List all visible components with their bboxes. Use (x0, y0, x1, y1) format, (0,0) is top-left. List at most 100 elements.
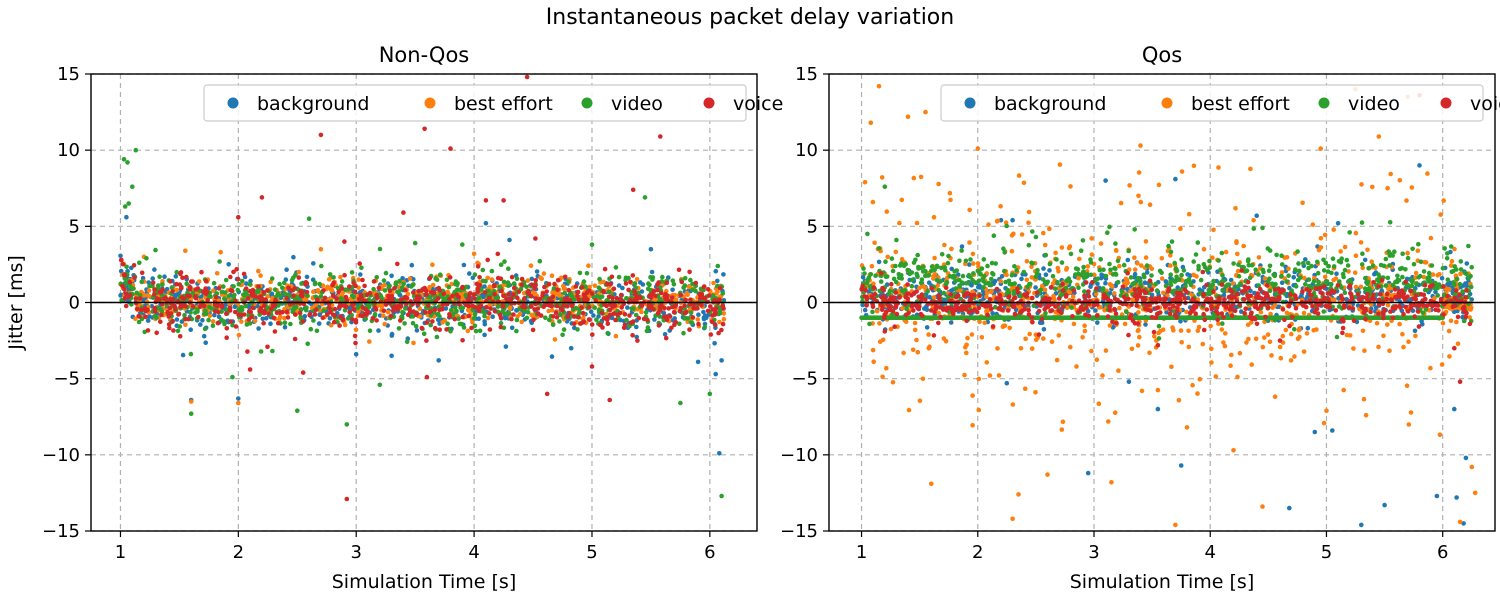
data-point (1191, 259, 1196, 264)
data-point (460, 314, 466, 320)
data-point (1385, 322, 1390, 327)
data-point (596, 314, 601, 319)
data-point (672, 322, 677, 328)
data-point (610, 295, 615, 301)
data-point (1251, 226, 1257, 231)
data-point (118, 292, 124, 298)
data-point (472, 323, 478, 329)
data-point (707, 391, 713, 397)
data-point (566, 279, 571, 284)
data-point (261, 303, 267, 309)
data-point (601, 289, 607, 295)
data-point (1178, 463, 1184, 468)
data-point (1113, 247, 1119, 253)
data-point (188, 399, 194, 404)
data-point (721, 316, 727, 322)
data-point (198, 322, 203, 327)
data-point (1023, 336, 1028, 342)
data-point (682, 316, 687, 321)
data-point (430, 262, 435, 268)
data-point (1260, 504, 1265, 509)
data-point (870, 347, 876, 353)
data-point (1047, 261, 1053, 267)
data-point (938, 278, 943, 284)
data-point (1446, 328, 1452, 334)
data-point (1018, 346, 1024, 351)
data-point (1321, 420, 1327, 426)
data-point (1406, 339, 1411, 345)
data-point (1454, 319, 1459, 325)
data-point (344, 422, 350, 427)
data-point (528, 263, 534, 269)
data-point (265, 344, 270, 350)
data-point (249, 314, 254, 320)
data-point (437, 327, 443, 333)
data-point (572, 314, 577, 319)
data-point (270, 348, 275, 354)
data-point (421, 331, 427, 337)
data-point (1055, 280, 1060, 285)
data-point (150, 276, 155, 281)
data-point (207, 304, 212, 310)
data-point (1223, 249, 1229, 255)
data-point (1068, 184, 1073, 189)
data-point (250, 305, 256, 311)
data-point (1124, 309, 1129, 315)
x-tick-label: 6 (704, 542, 715, 563)
data-point (1286, 266, 1291, 272)
data-point (261, 290, 267, 295)
data-point (899, 276, 904, 281)
data-point (401, 281, 407, 287)
data-point (443, 306, 449, 311)
data-point (1318, 235, 1324, 241)
data-point (322, 295, 328, 301)
data-point (328, 309, 333, 315)
data-point (247, 367, 253, 372)
data-point (277, 316, 282, 322)
data-point (152, 287, 158, 292)
data-point (993, 261, 998, 266)
data-point (477, 275, 482, 280)
data-point (295, 408, 300, 414)
data-point (514, 276, 520, 282)
data-point (662, 332, 668, 337)
data-point (1173, 522, 1178, 528)
data-point (327, 316, 333, 321)
data-point (456, 294, 462, 300)
data-point (137, 292, 143, 298)
data-point (193, 294, 198, 299)
data-point (516, 289, 522, 295)
data-point (555, 278, 561, 283)
data-point (524, 74, 530, 80)
data-point (296, 269, 302, 275)
data-point (1041, 336, 1046, 341)
data-point (1173, 266, 1179, 271)
data-point (525, 278, 531, 283)
data-point (1376, 344, 1381, 350)
data-point (118, 268, 124, 274)
data-point (1089, 236, 1094, 241)
data-point (342, 272, 347, 278)
data-point (975, 261, 981, 266)
data-point (528, 303, 534, 309)
data-point (1168, 249, 1174, 255)
data-point (1288, 358, 1294, 363)
data-point (367, 328, 373, 334)
data-point (633, 312, 639, 318)
data-point (224, 326, 230, 331)
x-tick-label: 3 (350, 542, 361, 563)
data-point (181, 303, 186, 309)
data-point (430, 282, 436, 288)
data-point (255, 268, 261, 274)
data-point (912, 327, 918, 333)
x-tick-label: 1 (115, 542, 126, 563)
data-point (177, 282, 183, 287)
data-point (880, 337, 886, 343)
data-point (1472, 490, 1478, 496)
data-point (404, 296, 410, 301)
data-point (1202, 264, 1208, 270)
data-point (282, 324, 288, 330)
data-point (124, 214, 129, 220)
data-point (1262, 335, 1267, 340)
data-point (352, 333, 358, 339)
